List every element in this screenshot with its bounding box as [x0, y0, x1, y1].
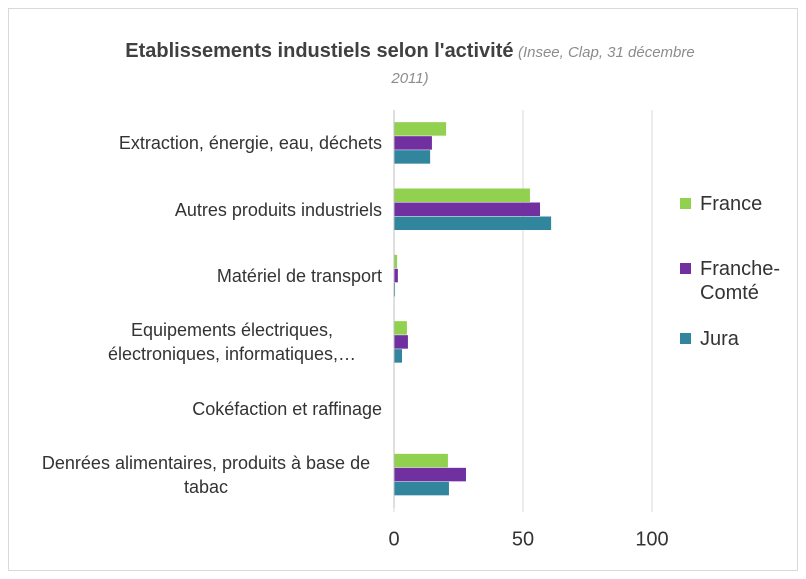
category-text: Denrées alimentaires, produits à base de…: [41, 452, 371, 497]
category-label: Extraction, énergie, eau, déchets: [12, 131, 382, 155]
category-text: Cokéfaction et raffinage: [192, 398, 382, 419]
legend-swatch: [680, 263, 691, 274]
x-tick-label: 0: [388, 528, 399, 550]
bar: [394, 122, 447, 136]
legend-item: Franche-Comté: [680, 257, 790, 305]
title-block: Etablissements industiels selon l'activi…: [110, 38, 710, 92]
legend-label: Jura: [700, 328, 739, 350]
bar: [394, 467, 466, 482]
category-text: Equipements électriques, électroniques, …: [107, 320, 357, 365]
category-text: Extraction, énergie, eau, déchets: [118, 133, 382, 154]
category-label: Equipements électriques, électroniques, …: [12, 318, 382, 366]
bar: [394, 453, 448, 468]
category-label: Matériel de transport: [12, 264, 382, 288]
x-tick-label: 100: [635, 528, 668, 550]
bar: [394, 335, 408, 349]
bar: [394, 268, 398, 283]
bar: [394, 136, 432, 150]
legend-item: France: [680, 192, 790, 216]
category-text: Matériel de transport: [216, 265, 382, 286]
bar: [394, 254, 398, 269]
bar: [394, 216, 552, 230]
bar: [394, 481, 449, 496]
category-text: Autres produits industriels: [174, 199, 382, 220]
category-label: Autres produits industriels: [12, 198, 382, 222]
bar: [394, 282, 396, 297]
legend-swatch: [680, 333, 691, 344]
chart-title: Etablissements industiels selon l'activi…: [125, 40, 514, 62]
bar: [394, 349, 402, 363]
bar: [394, 188, 530, 202]
legend-label: Franche-Comté: [700, 258, 781, 304]
legend-swatch: [680, 198, 691, 209]
x-tick-label: 50: [512, 528, 534, 550]
category-label: Denrées alimentaires, produits à base de…: [12, 451, 382, 499]
category-label: Cokéfaction et raffinage: [12, 397, 382, 421]
chart-subtitle: (Insee, Clap, 31 décembre 2011): [391, 44, 695, 87]
bar: [394, 150, 431, 164]
legend-item: Jura: [680, 327, 790, 351]
legend-label: France: [700, 193, 763, 215]
bar: [394, 321, 407, 335]
bar: [394, 202, 541, 216]
